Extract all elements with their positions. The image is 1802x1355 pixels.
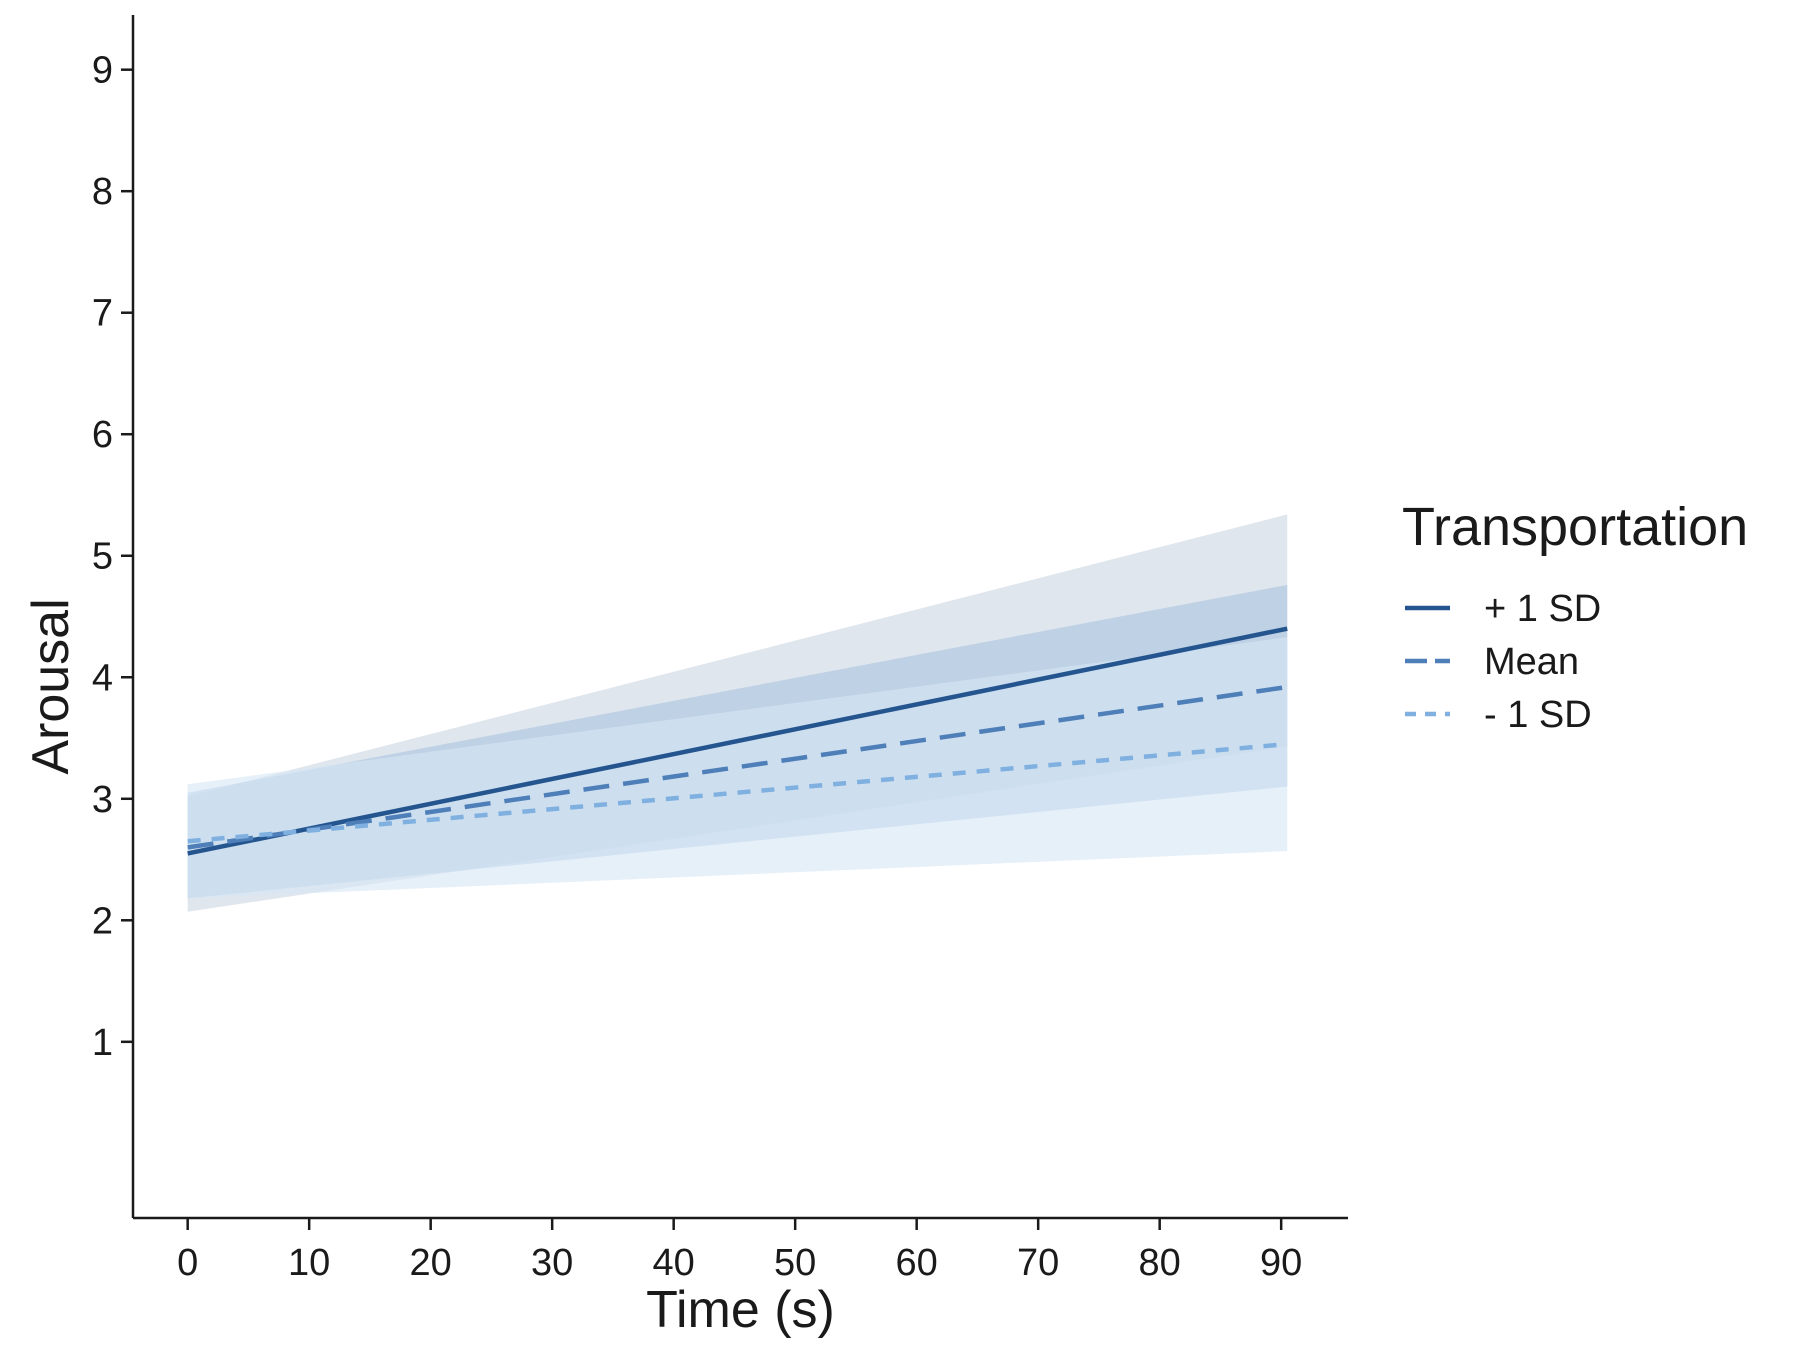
x-tick-label: 20 (410, 1242, 452, 1284)
y-tick-label: 2 (92, 900, 113, 942)
axes: 0 10 20 30 40 50 60 70 80 90 1 2 3 4 5 6 7 8 9 (92, 15, 1348, 1284)
y-tick-label: 3 (92, 779, 113, 821)
x-tick-label: 40 (653, 1242, 695, 1284)
y-tick-label: 4 (92, 657, 113, 699)
y-axis-ticks: 1 2 3 4 5 6 7 8 9 (92, 50, 133, 1064)
y-tick-label: 7 (92, 293, 113, 335)
x-axis-ticks: 0 10 20 30 40 50 60 70 80 90 (177, 1218, 1302, 1284)
legend-label-1-sd: - 1 SD (1484, 694, 1592, 736)
line-1-sd (187, 741, 1288, 844)
line-1-sd (187, 626, 1288, 856)
x-tick-label: 10 (288, 1242, 330, 1284)
y-tick-label: 8 (92, 171, 113, 213)
x-tick-label: 60 (896, 1242, 938, 1284)
y-tick-label: 5 (92, 536, 113, 578)
x-tick-label: 30 (531, 1242, 573, 1284)
legend: Transportation + 1 SD Mean - 1 SD (1402, 497, 1748, 736)
legend-label-mean: Mean (1484, 641, 1579, 683)
y-tick-label: 9 (92, 50, 113, 92)
x-tick-label: 90 (1260, 1242, 1302, 1284)
x-tick-label: 0 (177, 1242, 198, 1284)
legend-title: Transportation (1402, 497, 1748, 557)
legend-items: + 1 SD Mean - 1 SD (1405, 588, 1601, 736)
y-axis-title: Arousal (22, 598, 80, 774)
line-mean (187, 684, 1288, 850)
band-1-sd (187, 637, 1288, 899)
x-tick-label: 50 (774, 1242, 816, 1284)
x-tick-label: 80 (1139, 1242, 1181, 1284)
series-lines (187, 626, 1288, 856)
y-tick-label: 1 (92, 1022, 113, 1064)
y-tick-label: 6 (92, 414, 113, 456)
x-tick-label: 70 (1017, 1242, 1059, 1284)
legend-label-1-sd: + 1 SD (1484, 588, 1601, 630)
x-axis-title: Time (s) (646, 1281, 835, 1339)
